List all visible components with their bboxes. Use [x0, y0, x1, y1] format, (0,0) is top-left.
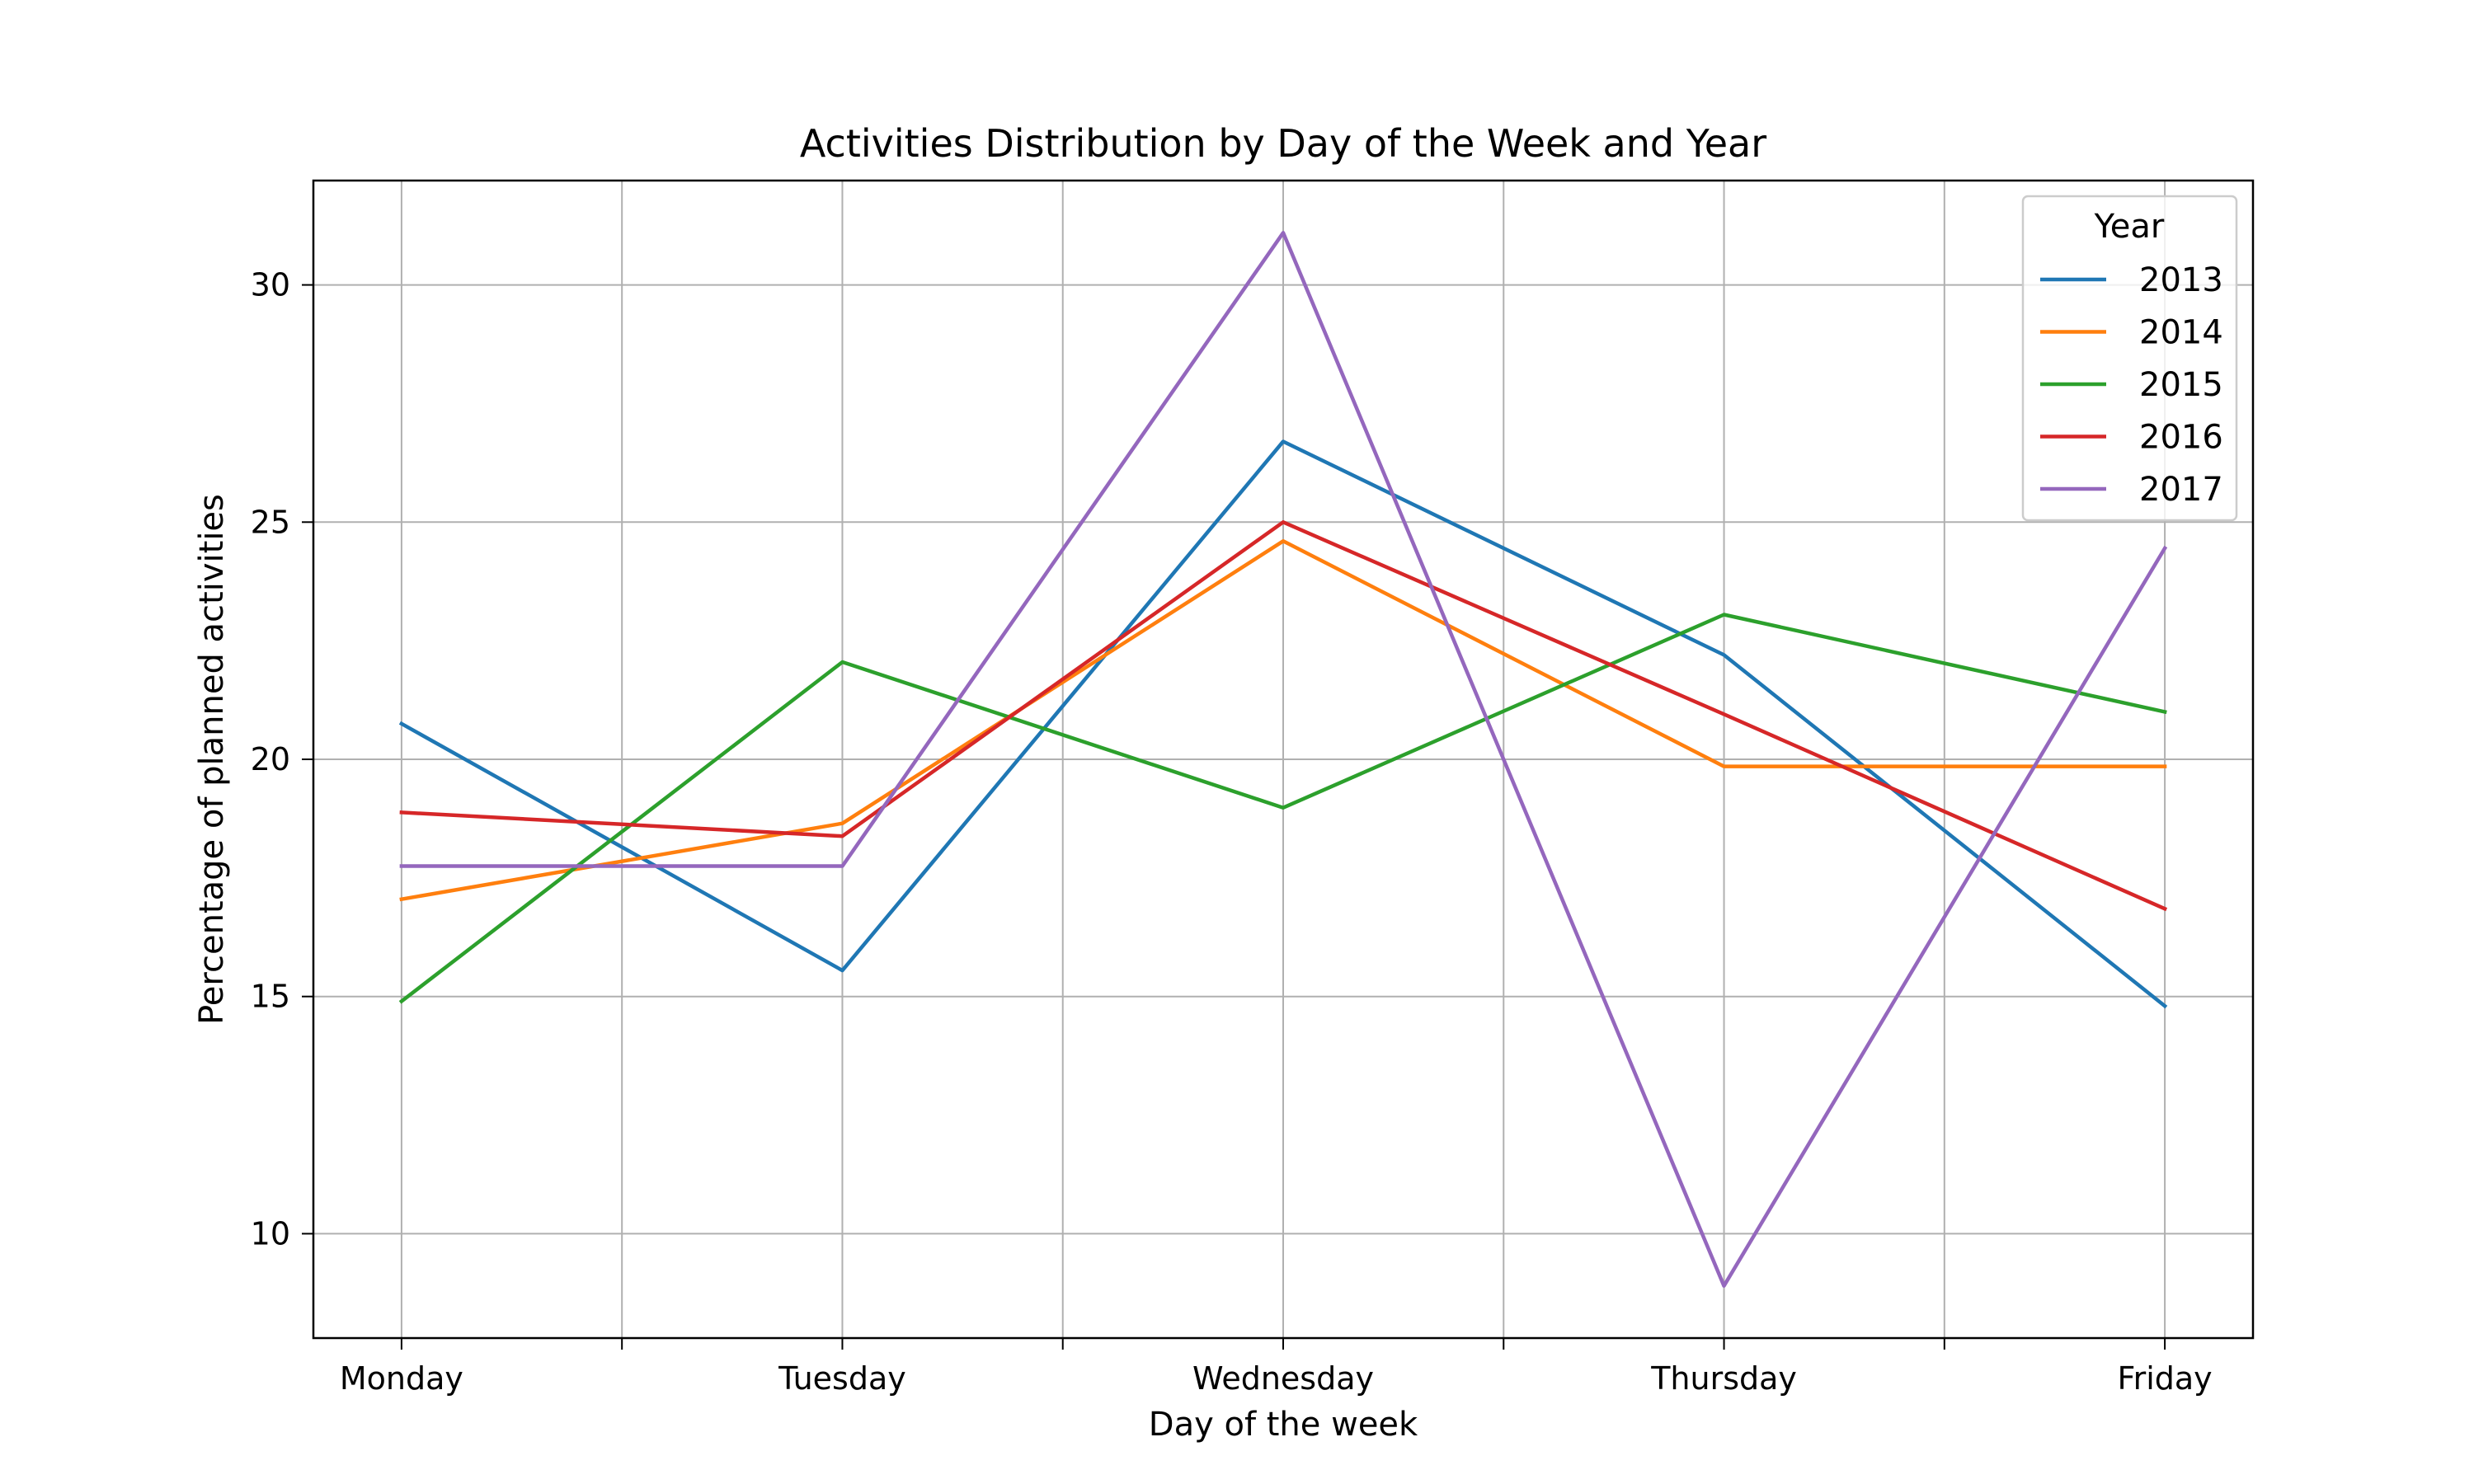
- series-line-2017: [399, 231, 2168, 1288]
- chart-title: Activities Distribution by Day of the We…: [800, 121, 1766, 166]
- series-line-2013: [398, 439, 2168, 1009]
- y-tick-label: 10: [251, 1215, 290, 1252]
- legend-label-2014: 2014: [2139, 314, 2223, 352]
- series-line-2015: [398, 613, 2167, 1004]
- x-tick-label-friday: Friday: [2118, 1360, 2213, 1397]
- legend: Year 2013 2014 2015 2016 2017: [2021, 195, 2238, 522]
- axis-ticks: [302, 284, 2166, 1350]
- tick-labels: Monday Tuesday Wednesday Thursday Friday 10 15…: [251, 267, 2213, 1397]
- x-axis-label: Day of the week: [1149, 1406, 1418, 1444]
- legend-label-2015: 2015: [2139, 366, 2223, 404]
- x-tick-label-thursday: Thursday: [1650, 1360, 1797, 1397]
- x-tick-label-monday: Monday: [340, 1360, 463, 1397]
- legend-title: Year: [2094, 208, 2165, 246]
- legend-entries: 2013 2014 2015 2016 2017: [2040, 261, 2223, 509]
- series-line-2014: [399, 539, 2167, 902]
- x-tick-label-tuesday: Tuesday: [778, 1360, 906, 1397]
- y-axis-label: Percentage of planned activities: [193, 494, 231, 1025]
- series-lines: [398, 231, 2168, 1288]
- y-tick-label: 25: [251, 504, 290, 540]
- legend-box: [2021, 195, 2238, 522]
- x-tick-label-wednesday: Wednesday: [1192, 1360, 1374, 1397]
- y-tick-label: 30: [251, 267, 290, 303]
- y-tick-label: 20: [251, 741, 290, 777]
- legend-label-2016: 2016: [2139, 419, 2223, 457]
- y-tick-label: 15: [251, 979, 290, 1015]
- series-line-2016: [399, 520, 2168, 912]
- legend-label-2017: 2017: [2139, 471, 2223, 509]
- legend-label-2013: 2013: [2139, 261, 2223, 299]
